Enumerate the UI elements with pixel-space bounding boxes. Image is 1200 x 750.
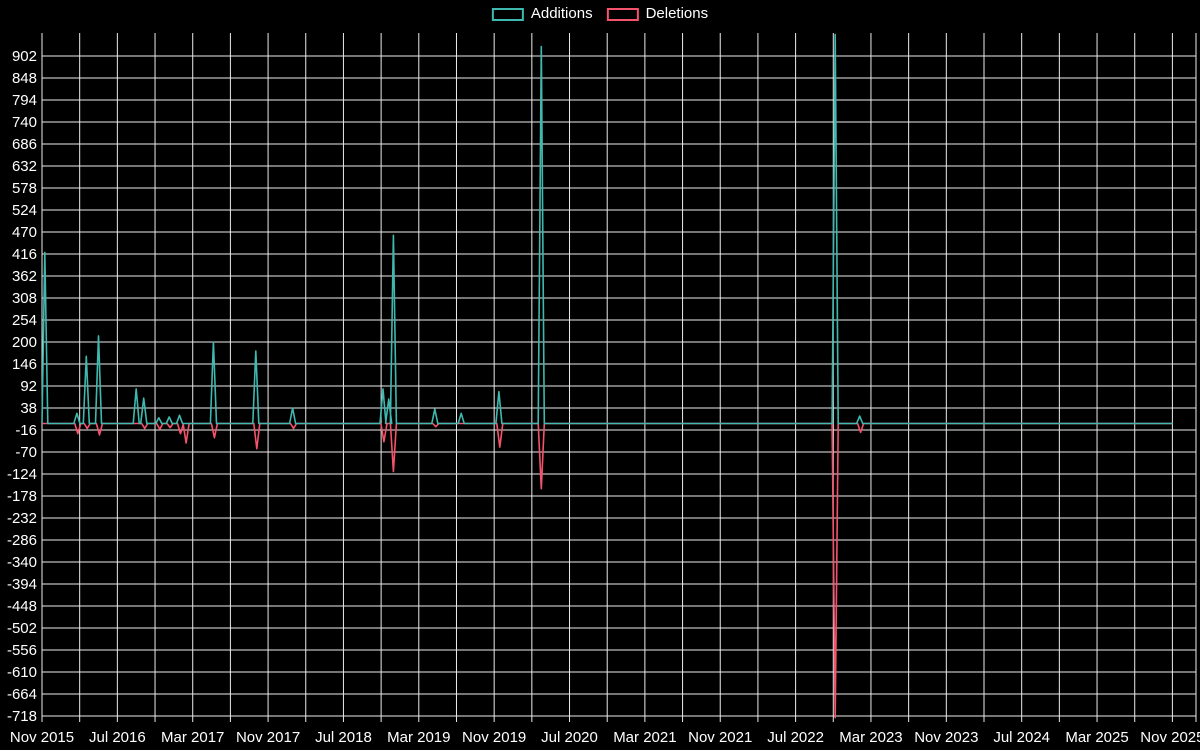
x-tick-label: Jul 2022: [767, 729, 824, 746]
y-tick-label: 38: [20, 400, 37, 417]
y-tick-label: -70: [15, 444, 37, 461]
x-tick-label: Mar 2023: [839, 729, 902, 746]
y-tick-label: 470: [12, 224, 37, 241]
y-tick-label: 686: [12, 136, 37, 153]
y-tick-label: -556: [7, 642, 37, 659]
x-tick-label: Mar 2025: [1065, 729, 1128, 746]
chart-legend: Additions Deletions: [491, 5, 709, 22]
x-tick-label: Jul 2016: [89, 729, 146, 746]
x-tick-label: Nov 2023: [914, 729, 978, 746]
y-tick-label: -610: [7, 664, 37, 681]
x-tick-label: Nov 2017: [236, 729, 300, 746]
x-tick-label: Jul 2020: [541, 729, 598, 746]
y-tick-label: -178: [7, 488, 37, 505]
legend-label-additions: Additions: [530, 5, 593, 22]
y-tick-label: -502: [7, 620, 37, 637]
x-tick-label: Nov 2025: [1140, 729, 1200, 746]
y-tick-label: -448: [7, 598, 37, 615]
y-tick-label: 416: [12, 246, 37, 263]
x-tick-label: Mar 2019: [387, 729, 450, 746]
y-tick-label: 740: [12, 114, 37, 131]
deletions-swatch-icon: [606, 7, 639, 21]
y-tick-label: 524: [12, 202, 37, 219]
x-tick-label: Nov 2019: [462, 729, 526, 746]
legend-item-deletions[interactable]: Deletions: [606, 5, 709, 22]
additions-swatch-icon: [491, 7, 524, 21]
y-tick-label: 848: [12, 70, 37, 87]
y-tick-label: 902: [12, 48, 37, 65]
y-tick-label: -16: [15, 422, 37, 439]
legend-item-additions[interactable]: Additions: [491, 5, 593, 22]
x-tick-label: Jul 2018: [315, 729, 372, 746]
y-tick-label: 632: [12, 158, 37, 175]
y-tick-label: 362: [12, 268, 37, 285]
y-tick-label: 254: [12, 312, 37, 329]
y-tick-label: -718: [7, 708, 37, 725]
y-tick-label: 146: [12, 356, 37, 373]
y-tick-label: 92: [20, 378, 37, 395]
y-tick-label: -664: [7, 686, 37, 703]
y-tick-label: 578: [12, 180, 37, 197]
y-tick-label: 794: [12, 92, 37, 109]
x-tick-label: Nov 2015: [10, 729, 74, 746]
y-tick-label: -340: [7, 554, 37, 571]
additions-line: [41, 33, 1173, 425]
y-tick-label: -394: [7, 576, 37, 593]
x-tick-label: Jul 2024: [993, 729, 1050, 746]
y-tick-label: -232: [7, 510, 37, 527]
y-tick-label: -286: [7, 532, 37, 549]
x-tick-label: Nov 2021: [688, 729, 752, 746]
legend-label-deletions: Deletions: [645, 5, 709, 22]
y-tick-label: 200: [12, 334, 37, 351]
y-tick-label: 308: [12, 290, 37, 307]
x-tick-label: Mar 2021: [613, 729, 676, 746]
x-tick-label: Mar 2017: [161, 729, 224, 746]
y-tick-label: -124: [7, 466, 37, 483]
